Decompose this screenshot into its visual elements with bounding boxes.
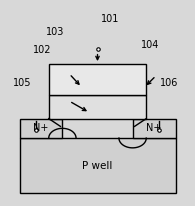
Bar (20, 138, 176, 193)
Bar (20, 119, 62, 138)
Text: 103: 103 (46, 27, 65, 37)
Text: N+: N+ (146, 123, 162, 133)
Text: P well: P well (82, 161, 113, 171)
Bar (49, 64, 146, 95)
Text: 105: 105 (13, 77, 32, 88)
Bar (49, 95, 146, 119)
Text: 102: 102 (33, 45, 51, 55)
Text: 106: 106 (160, 77, 178, 88)
Text: 104: 104 (141, 40, 159, 50)
Text: N+: N+ (33, 123, 49, 133)
Bar (133, 119, 176, 138)
Text: 101: 101 (101, 14, 119, 24)
